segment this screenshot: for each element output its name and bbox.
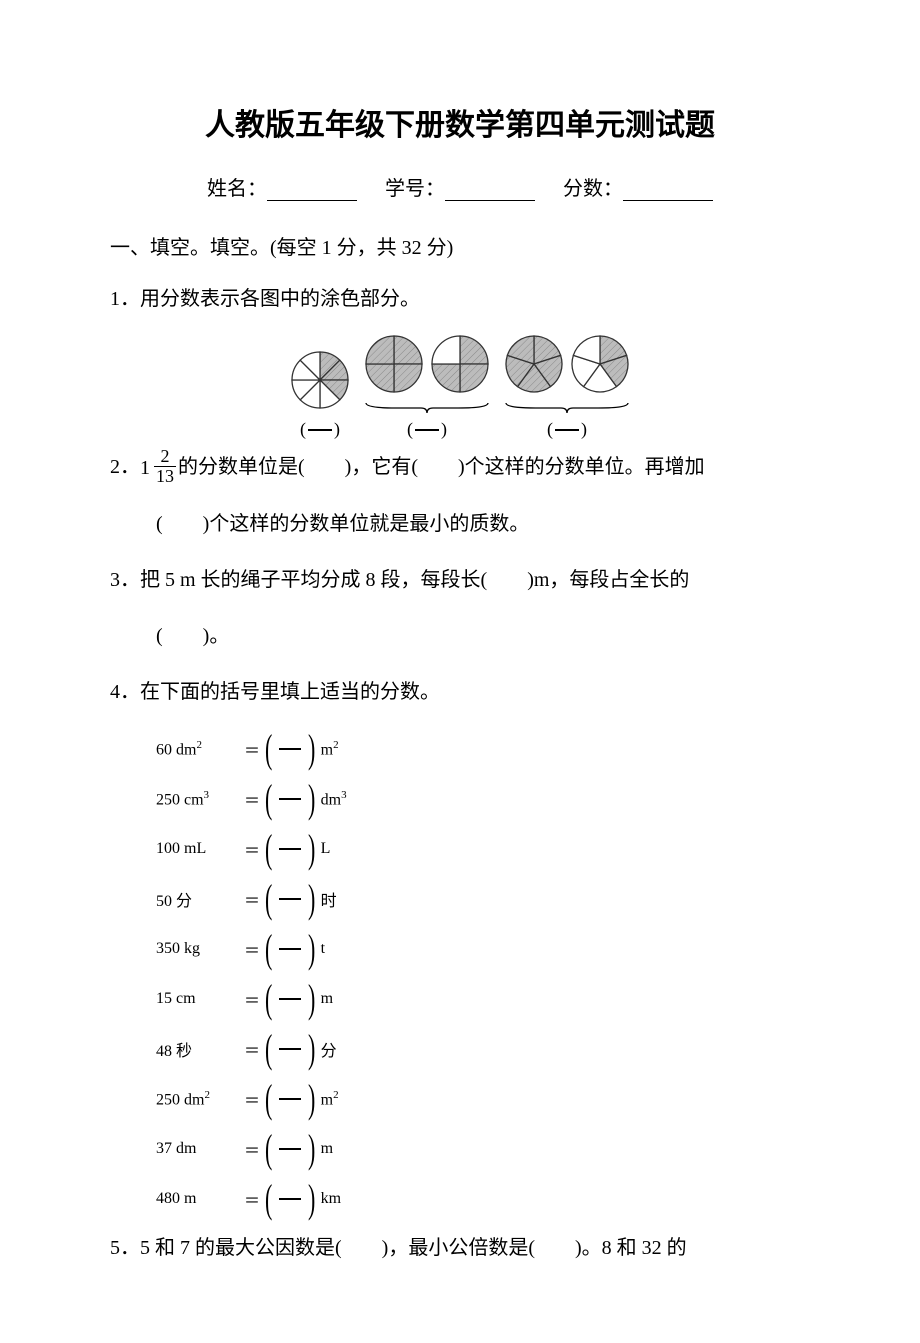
question-4-title: 4．在下面的括号里填上适当的分数。 [110, 671, 810, 713]
conversion-left: 15 cm [156, 990, 242, 1008]
conversion-left: 100 mL [156, 840, 242, 858]
question-3: 3．把 5 m 长的绳子平均分成 8 段，每段长( )m，每段占全长的 [110, 559, 810, 601]
conversion-row: 15 cm＝()m [156, 977, 810, 1021]
equals-sign: ＝ [244, 787, 260, 811]
fraction-denominator: 13 [154, 467, 176, 486]
answer-blank[interactable]: () [262, 829, 319, 869]
conversion-row: 37 dm＝()m [156, 1127, 810, 1171]
answer-blank[interactable]: () [262, 729, 319, 769]
conversion-row: 250 cm3＝()dm3 [156, 777, 810, 821]
conversion-row: 50 分＝()时 [156, 877, 810, 921]
conversion-row: 250 dm2＝()m2 [156, 1077, 810, 1121]
pie-circle [364, 334, 424, 399]
id-label: 学号： [385, 178, 445, 200]
circle-group: () [364, 334, 490, 440]
question-3-line2: ( )。 [156, 615, 810, 657]
question-2: 2．1213的分数单位是( )，它有( )个这样的分数单位。再增加 [110, 446, 810, 489]
conversion-unit: 分 [321, 1037, 337, 1061]
conversion-row: 60 dm2＝()m2 [156, 727, 810, 771]
conversion-left: 37 dm [156, 1140, 242, 1158]
equals-sign: ＝ [244, 1037, 260, 1061]
conversion-list: 60 dm2＝()m2250 cm3＝()dm3100 mL＝()L50 分＝(… [156, 727, 810, 1221]
conversion-unit: L [321, 840, 331, 858]
answer-blank[interactable]: () [262, 879, 319, 919]
conversion-row: 48 秒＝()分 [156, 1027, 810, 1071]
conversion-left: 250 cm3 [156, 789, 242, 809]
conversion-row: 350 kg＝()t [156, 927, 810, 971]
student-info: 姓名： 学号： 分数： [110, 172, 810, 201]
conversion-unit: m2 [321, 1089, 339, 1109]
q2-prefix: 2． [110, 456, 140, 478]
page: 人教版五年级下册数学第四单元测试题 姓名： 学号： 分数： 一、填空。填空。(每… [0, 0, 920, 1343]
fraction-icon: 213 [154, 447, 176, 486]
question-1: 1．用分数表示各图中的涂色部分。 [110, 278, 810, 320]
conversion-left: 350 kg [156, 940, 242, 958]
answer-blank[interactable]: () [262, 779, 319, 819]
q2-part-a: 的分数单位是( )，它有( )个这样的分数单位。再增加 [178, 456, 705, 478]
circle-group: () [504, 334, 630, 440]
conversion-unit: 时 [321, 887, 337, 911]
pie-circle [504, 334, 564, 399]
score-label: 分数： [563, 178, 623, 200]
equals-sign: ＝ [244, 937, 260, 961]
conversion-unit: t [321, 940, 325, 958]
mixed-whole: 1 [140, 447, 150, 489]
page-title: 人教版五年级下册数学第四单元测试题 [110, 100, 810, 144]
conversion-unit: m [321, 1140, 333, 1158]
answer-blank[interactable]: () [300, 419, 340, 440]
circles-diagram: () () () [110, 334, 810, 440]
equals-sign: ＝ [244, 1137, 260, 1161]
pie-circle [430, 334, 490, 399]
id-blank[interactable] [445, 180, 535, 201]
answer-blank[interactable]: () [262, 1029, 319, 1069]
equals-sign: ＝ [244, 987, 260, 1011]
answer-blank[interactable]: () [547, 419, 587, 440]
question-2-line2: ( )个这样的分数单位就是最小的质数。 [156, 503, 810, 545]
answer-blank[interactable]: () [407, 419, 447, 440]
equals-sign: ＝ [244, 1087, 260, 1111]
conversion-unit: km [321, 1190, 341, 1208]
score-blank[interactable] [623, 180, 713, 201]
equals-sign: ＝ [244, 837, 260, 861]
conversion-left: 60 dm2 [156, 739, 242, 759]
answer-blank[interactable]: () [262, 929, 319, 969]
name-label: 姓名： [207, 178, 267, 200]
conversion-unit: m2 [321, 739, 339, 759]
mixed-fraction: 1213 [140, 447, 178, 489]
equals-sign: ＝ [244, 737, 260, 761]
pie-circle [290, 350, 350, 415]
circle-group: () [290, 350, 350, 440]
conversion-left: 48 秒 [156, 1037, 242, 1061]
name-blank[interactable] [267, 180, 357, 201]
answer-blank[interactable]: () [262, 1129, 319, 1169]
equals-sign: ＝ [244, 1187, 260, 1211]
pie-circle [570, 334, 630, 399]
question-5: 5．5 和 7 的最大公因数是( )，最小公倍数是( )。8 和 32 的 [110, 1227, 810, 1269]
conversion-row: 100 mL＝()L [156, 827, 810, 871]
conversion-unit: dm3 [321, 789, 347, 809]
conversion-row: 480 m＝()km [156, 1177, 810, 1221]
conversion-left: 480 m [156, 1190, 242, 1208]
section-1-head: 一、填空。填空。(每空 1 分，共 32 分) [110, 231, 810, 260]
fraction-numerator: 2 [159, 447, 172, 466]
conversion-left: 250 dm2 [156, 1089, 242, 1109]
answer-blank[interactable]: () [262, 1179, 319, 1219]
equals-sign: ＝ [244, 887, 260, 911]
answer-blank[interactable]: () [262, 1079, 319, 1119]
answer-blank[interactable]: () [262, 979, 319, 1019]
conversion-left: 50 分 [156, 887, 242, 911]
conversion-unit: m [321, 990, 333, 1008]
